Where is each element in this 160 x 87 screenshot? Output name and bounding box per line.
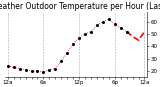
Point (102, 21, 104, 22)
Point (30, 70, 33, 72)
Point (72, 43, 74, 45)
Point (54, 68, 57, 69)
Point (78, 37, 80, 38)
Point (18, 68, 21, 69)
Point (36, 70, 39, 72)
Point (119, 27, 122, 29)
Point (42, 72, 45, 73)
Point (96, 25, 98, 26)
Point (113, 23, 116, 25)
Point (24, 69, 27, 70)
Point (60, 60, 63, 62)
Point (90, 31, 92, 32)
Point (84, 33, 86, 35)
Point (6, 65, 9, 67)
Point (108, 19, 110, 20)
Point (66, 52, 68, 53)
Title: Milwaukee Weather Outdoor Temperature per Hour (Last 24 Hours): Milwaukee Weather Outdoor Temperature pe… (0, 2, 160, 11)
Point (48, 69, 51, 70)
Point (125, 31, 128, 32)
Point (12, 67, 15, 68)
